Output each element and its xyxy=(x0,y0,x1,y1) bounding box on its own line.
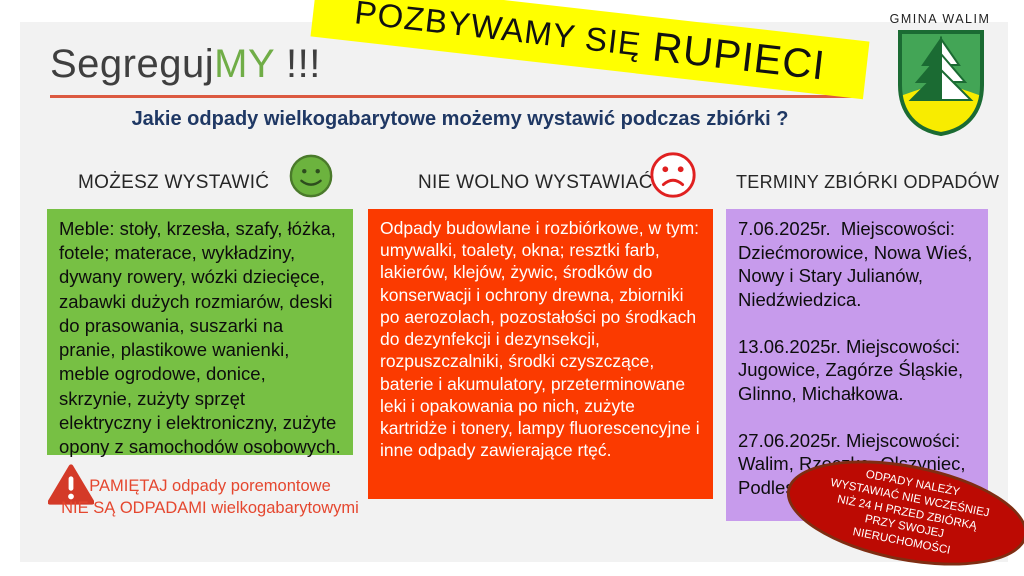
question-heading: Jakie odpady wielkogabarytowe możemy wys… xyxy=(131,108,789,130)
title-segment-exclamations: !!! xyxy=(274,42,321,86)
title-segment-dark: Segreguj xyxy=(50,42,215,86)
title-segment-green: MY xyxy=(214,42,275,86)
forbidden-items-box: Odpady budowlane i rozbiórkowe, w tym: u… xyxy=(368,209,713,499)
schedule-entry-2: 13.06.2025r. Miejscowości: Jugowice, Zag… xyxy=(738,335,969,405)
allowed-items-box: Meble: stoły, krzesła, szafy, łóżka, fot… xyxy=(47,209,353,457)
warning-line-1: PAMIĘTAJ odpady poremontowe xyxy=(89,477,331,495)
schedule-column-header: TERMINY ZBIÓRKI ODPADÓW xyxy=(736,172,1000,192)
coat-of-arms-icon xyxy=(898,30,984,137)
warning-note: PAMIĘTAJ odpady poremontowe NIE SĄ ODPAD… xyxy=(58,475,362,520)
emblem-caption: GMINA WALIM xyxy=(889,12,991,26)
sad-face-icon xyxy=(650,152,696,198)
warning-triangle-icon xyxy=(48,464,94,505)
warning-line-2: NIE SĄ ODPADAMI wielkogabarytowymi xyxy=(61,499,359,518)
page-title: SegregujMY !!! xyxy=(50,42,321,87)
allowed-column-header: MOŻESZ WYSTAWIĆ xyxy=(78,172,270,193)
happy-face-icon xyxy=(289,154,333,198)
forbidden-column-header: NIE WOLNO WYSTAWIAĆ xyxy=(418,172,653,193)
schedule-entry-1: 7.06.2025r. Miejscowości: Dziećmorowice,… xyxy=(738,218,978,311)
divider-line xyxy=(50,95,862,98)
collection-schedule-box: 7.06.2025r. Miejscowości: Dziećmorowice,… xyxy=(726,209,988,521)
